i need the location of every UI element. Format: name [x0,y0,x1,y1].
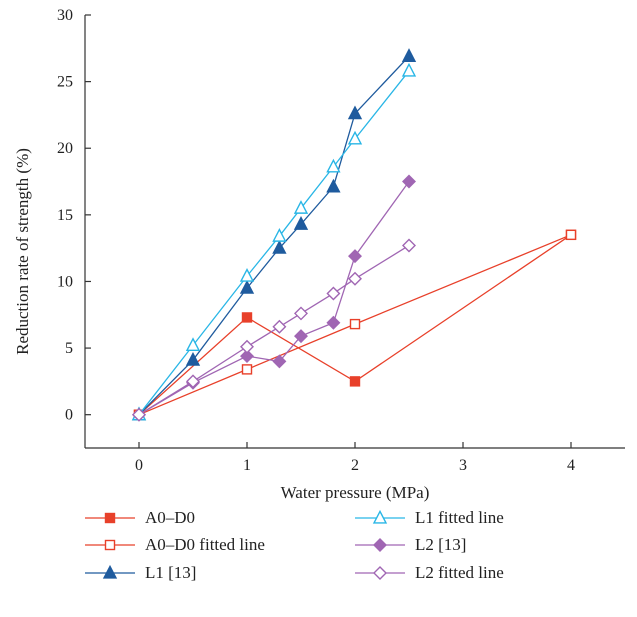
x-tick-label: 0 [135,457,143,474]
y-tick-label: 30 [57,7,73,24]
legend-marker [104,512,116,524]
data-point [272,228,287,242]
data-point [347,105,363,120]
data-point [294,306,308,321]
legend-label: L1 fitted line [415,508,504,527]
data-point [240,349,254,364]
x-axis-title: Water pressure (MPa) [281,483,430,502]
x-tick-label: 2 [351,457,359,474]
data-point [293,216,309,230]
x-axis: 0 1 2 3 4 [135,442,575,474]
legend-label: L1 [13] [145,563,196,582]
series-line [138,234,572,416]
y-tick-label: 5 [65,340,73,357]
legend-item: L2 fitted line [355,563,504,582]
series-2 [131,48,417,421]
data-point [402,238,416,253]
y-tick-label: 0 [65,407,73,424]
legend-item: L1 fitted line [355,508,504,527]
data-point [326,286,341,301]
data-point [347,130,363,145]
data-point [241,364,253,375]
series-line [138,70,410,416]
data-point [272,319,287,334]
legend-marker [372,509,388,524]
data-point [239,280,255,294]
data-point [349,376,361,387]
x-tick-label: 4 [567,457,575,474]
y-axis: 0 5 10 15 20 25 30 [57,7,91,424]
data-point [132,407,146,422]
data-point [241,312,253,323]
legend-label: A0–D0 fitted line [145,535,265,554]
data-point [272,354,287,369]
legend-label: A0–D0 [145,508,195,527]
legend-label: L2 fitted line [415,563,504,582]
data-point [186,374,200,389]
legend-item: A0–D0 [85,508,195,527]
y-axis-title: Reduction rate of strength (%) [13,148,32,355]
data-point [240,339,254,354]
data-point [326,178,341,193]
data-point [326,158,341,173]
x-tick-label: 1 [243,457,251,474]
data-point [185,351,201,366]
data-point [401,62,417,77]
y-tick-label: 25 [57,74,73,91]
legend-label: L2 [13] [415,535,466,554]
data-point [239,268,255,282]
series-line [138,244,410,416]
series-layer [131,48,577,422]
data-point [326,315,341,330]
data-point [401,48,417,62]
legend-marker [373,566,387,580]
series-line [138,234,572,416]
data-point [294,329,308,344]
data-point [293,200,309,214]
series-3 [131,62,417,421]
data-point [185,337,201,352]
series-4 [132,174,416,422]
data-point [348,271,362,286]
data-point [272,240,287,254]
y-tick-label: 20 [57,140,73,157]
series-5 [132,238,416,422]
data-point [565,229,577,241]
data-point [402,174,416,189]
series-line [138,55,410,416]
series-line [138,181,410,416]
legend-marker [104,539,116,551]
legend-item: L2 [13] [355,535,466,554]
legend-marker [102,564,118,579]
data-point [348,249,362,264]
legend-marker [373,538,387,552]
legend-item: L1 [13] [85,563,196,582]
data-point [349,318,361,330]
y-tick-label: 10 [57,273,73,290]
legend-item: A0–D0 fitted line [85,535,265,554]
y-tick-label: 15 [57,207,73,224]
legend: A0–D0 A0–D0 fitted line L1 [13] L1 fitted l… [85,508,504,582]
x-tick-label: 3 [459,457,467,474]
